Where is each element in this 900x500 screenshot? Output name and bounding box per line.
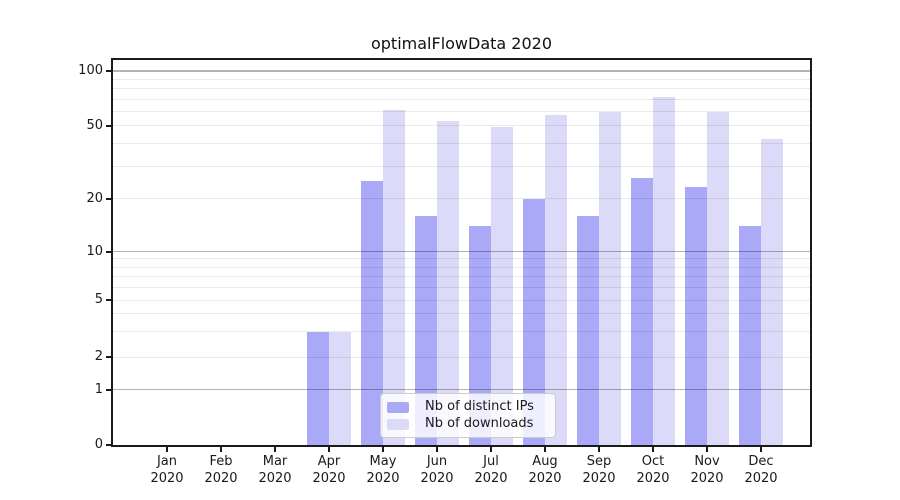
- y-tick-mark-50: [106, 124, 111, 127]
- bar-nb-of-downloads-aug: [545, 115, 567, 445]
- y-tick-label-10: 10: [86, 243, 103, 259]
- x-tick-mark-jul: [490, 447, 492, 452]
- x-tick-mark-nov: [706, 447, 708, 452]
- bar-nb-of-distinct-ips-sep: [577, 215, 599, 445]
- x-tick-label-year-may: 2020: [366, 471, 400, 486]
- x-tick-label-month-nov: Nov: [694, 454, 720, 469]
- bar-nb-of-downloads-jul: [491, 127, 513, 445]
- bar-nb-of-distinct-ips-apr: [307, 331, 329, 445]
- y-tick-label-20: 20: [86, 190, 103, 206]
- bar-nb-of-distinct-ips-jul: [469, 225, 491, 445]
- bar-nb-of-downloads-apr: [329, 331, 351, 445]
- x-tick-mark-dec: [760, 447, 762, 452]
- x-tick-label-year-feb: 2020: [204, 471, 238, 486]
- bar-nb-of-downloads-dec: [761, 139, 783, 445]
- bar-nb-of-downloads-nov: [707, 112, 729, 445]
- y-tick-label-2: 2: [94, 349, 103, 364]
- x-tick-label-year-apr: 2020: [312, 471, 346, 486]
- bar-nb-of-downloads-jun: [437, 120, 459, 445]
- bar-nb-of-distinct-ips-jun: [415, 215, 437, 445]
- bar-nb-of-distinct-ips-nov: [685, 187, 707, 445]
- x-tick-label-feb: Feb 2020: [194, 453, 248, 487]
- x-tick-label-month-jul: Jul: [483, 454, 499, 469]
- x-tick-mark-apr: [328, 447, 330, 452]
- y-tick-mark-2: [106, 356, 111, 358]
- y-tick-label-100: 100: [78, 63, 103, 78]
- y-tick-label-5: 5: [94, 292, 103, 307]
- x-tick-label-month-mar: Mar: [262, 454, 288, 469]
- bar-nb-of-distinct-ips-dec: [739, 225, 761, 445]
- y-tick-label-50: 50: [86, 117, 103, 133]
- x-tick-label-mar: Mar 2020: [248, 453, 302, 487]
- legend-swatch-nb-of-distinct-ips: [387, 401, 409, 413]
- legend-label-nb-of-distinct-ips: Nb of distinct IPs: [425, 399, 534, 414]
- x-tick-mark-sep: [598, 447, 600, 452]
- x-tick-label-month-aug: Aug: [532, 454, 558, 469]
- x-tick-label-year-dec: 2020: [744, 471, 778, 486]
- x-tick-label-month-dec: Dec: [748, 454, 774, 469]
- x-tick-label-apr: Apr 2020: [302, 453, 356, 487]
- x-tick-label-year-oct: 2020: [636, 471, 670, 486]
- bars-layer: [113, 60, 810, 445]
- bar-nb-of-downloads-oct: [653, 96, 675, 445]
- y-tick-mark-100: [106, 70, 111, 72]
- y-tick-mark-0: [106, 444, 111, 446]
- x-tick-label-year-aug: 2020: [528, 471, 562, 486]
- x-tick-label-jul: Jul 2020: [464, 453, 518, 487]
- x-tick-label-month-may: May: [369, 454, 397, 469]
- x-tick-mark-feb: [220, 447, 222, 452]
- legend-swatch-nb-of-downloads: [387, 418, 409, 430]
- bar-nb-of-distinct-ips-aug: [523, 198, 545, 445]
- x-tick-label-year-jun: 2020: [420, 471, 454, 486]
- x-tick-label-year-mar: 2020: [258, 471, 292, 486]
- x-tick-label-month-oct: Oct: [641, 454, 665, 469]
- x-tick-label-jun: Jun 2020: [410, 453, 464, 487]
- x-tick-label-month-feb: Feb: [209, 454, 233, 469]
- x-tick-mark-mar: [274, 447, 276, 452]
- legend-label-nb-of-downloads: Nb of downloads: [425, 416, 534, 431]
- x-tick-mark-oct: [652, 447, 654, 452]
- bar-nb-of-downloads-may: [383, 109, 405, 445]
- x-tick-label-year-jul: 2020: [474, 471, 508, 486]
- y-tick-mark-5: [106, 299, 111, 301]
- x-tick-label-dec: Dec 2020: [734, 453, 788, 487]
- x-tick-mark-aug: [544, 447, 546, 452]
- y-tick-label-0: 0: [94, 437, 103, 452]
- x-tick-label-year-nov: 2020: [690, 471, 724, 486]
- x-tick-label-sep: Sep 2020: [572, 453, 626, 487]
- x-tick-label-month-jan: Jan: [156, 454, 178, 469]
- legend-row-nb-of-downloads: Nb of downloads: [387, 416, 547, 432]
- bar-nb-of-distinct-ips-oct: [631, 177, 653, 445]
- x-tick-label-month-sep: Sep: [586, 454, 612, 469]
- y-tick-label-1: 1: [94, 381, 103, 397]
- x-tick-label-aug: Aug 2020: [518, 453, 572, 487]
- legend-row-nb-of-distinct-ips: Nb of distinct IPs: [387, 399, 547, 415]
- x-tick-label-jan: Jan 2020: [140, 453, 194, 487]
- y-tick-mark-10: [106, 250, 111, 253]
- x-tick-label-year-sep: 2020: [582, 471, 616, 486]
- y-tick-mark-20: [106, 197, 111, 200]
- x-tick-mark-may: [382, 447, 384, 452]
- x-tick-label-nov: Nov 2020: [680, 453, 734, 487]
- x-tick-label-oct: Oct 2020: [626, 453, 680, 487]
- x-tick-label-year-jan: 2020: [150, 471, 184, 486]
- x-tick-mark-jun: [436, 447, 438, 452]
- x-tick-label-month-jun: Jun: [426, 454, 448, 469]
- y-tick-mark-1: [106, 388, 111, 391]
- x-tick-label-month-apr: Apr: [317, 454, 341, 469]
- bar-nb-of-distinct-ips-may: [361, 180, 383, 445]
- legend: Nb of distinct IPs Nb of downloads: [380, 393, 556, 438]
- x-tick-label-may: May 2020: [356, 453, 410, 487]
- chart-title: optimalFlowData 2020: [370, 34, 553, 53]
- plot-area: Nb of distinct IPs Nb of downloads: [113, 60, 810, 445]
- x-tick-mark-jan: [166, 447, 168, 452]
- bar-nb-of-downloads-sep: [599, 112, 621, 445]
